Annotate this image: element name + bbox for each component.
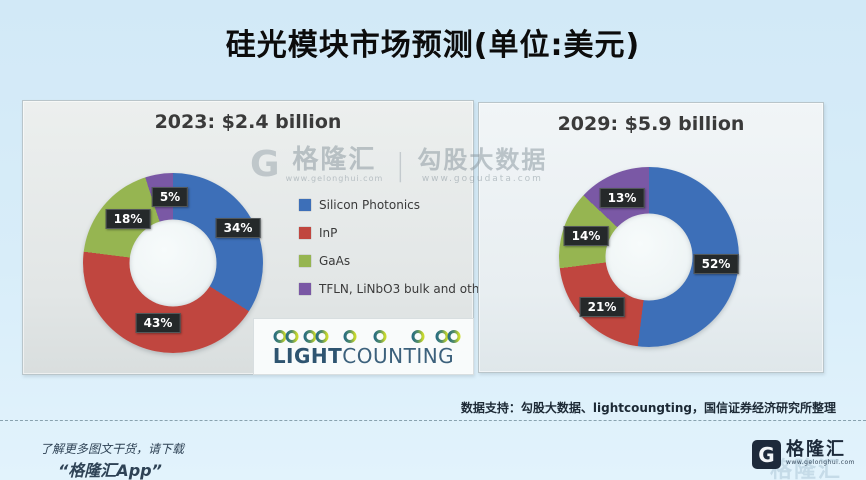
lightcounting-beads-icon: [268, 329, 461, 343]
legend-label: GaAs: [319, 254, 351, 268]
gelonghui-logo-text-block: 格隆汇 www.gelonghui.com: [786, 440, 855, 466]
slice-label-2029-silicon: 52%: [693, 254, 739, 274]
legend: Silicon Photonics InP GaAs TFLN, LiNbO3 …: [299, 191, 492, 303]
legend-swatch-blue-icon: [299, 199, 311, 211]
legend-item-gaas: GaAs: [299, 247, 492, 275]
slice-label-2023-tfln: 5%: [151, 187, 189, 207]
chart-title-2029: 2029: $5.9 billion: [557, 113, 745, 135]
slice-label-2023-gaas: 18%: [105, 209, 151, 229]
lightcounting-light-text: LIGHT: [272, 343, 343, 368]
gelonghui-watermark-echo: 格隆汇: [770, 458, 843, 480]
legend-label: TFLN, LiNbO3 bulk and other: [319, 282, 492, 296]
gelonghui-logo: G 格隆汇 www.gelonghui.com: [752, 440, 855, 469]
gelonghui-logo-g-icon: G: [752, 440, 781, 469]
footer-divider: [0, 420, 866, 421]
slice-label-2029-tfln: 13%: [599, 188, 645, 208]
lightcounting-wordmark: LIGHTCOUNTING: [273, 346, 454, 366]
legend-label: InP: [319, 226, 338, 240]
chart-panel-2023: 2023: $2.4 billion 34% 43% 18% 5% Silico…: [22, 100, 492, 375]
legend-swatch-green-icon: [299, 255, 311, 267]
legend-label: Silicon Photonics: [319, 198, 420, 212]
chart-panel-2029: 2029: $5.9 billion 52% 21% 14% 13%: [478, 102, 824, 373]
slice-label-2023-inp: 43%: [135, 313, 181, 333]
legend-item-inp: InP: [299, 219, 492, 247]
lightcounting-counting-text: COUNTING: [342, 343, 455, 368]
chart-title-2023: 2023: $2.4 billion: [154, 111, 342, 133]
slice-label-2023-silicon: 34%: [215, 218, 261, 238]
legend-swatch-purple-icon: [299, 283, 311, 295]
gelonghui-logo-name: 格隆汇: [786, 439, 846, 460]
legend-item-tfln: TFLN, LiNbO3 bulk and other: [299, 275, 492, 303]
gelonghui-logo-site: www.gelonghui.com: [786, 459, 856, 466]
legend-item-silicon-photonics: Silicon Photonics: [299, 191, 492, 219]
slice-label-2029-inp: 21%: [579, 297, 625, 317]
slice-label-2029-gaas: 14%: [563, 226, 609, 246]
legend-swatch-red-icon: [299, 227, 311, 239]
promo-text: 了解更多图文干货，请下载: [40, 442, 185, 456]
data-source-note: 数据支持：勾股大数据、lightcoungting，国信证券经济研究所整理: [460, 401, 836, 415]
promo-app-name: “格隆汇App”: [58, 461, 162, 480]
page-title: 硅光模块市场预测(单位:美元): [225, 28, 641, 63]
lightcounting-logo: LIGHTCOUNTING: [253, 318, 474, 375]
